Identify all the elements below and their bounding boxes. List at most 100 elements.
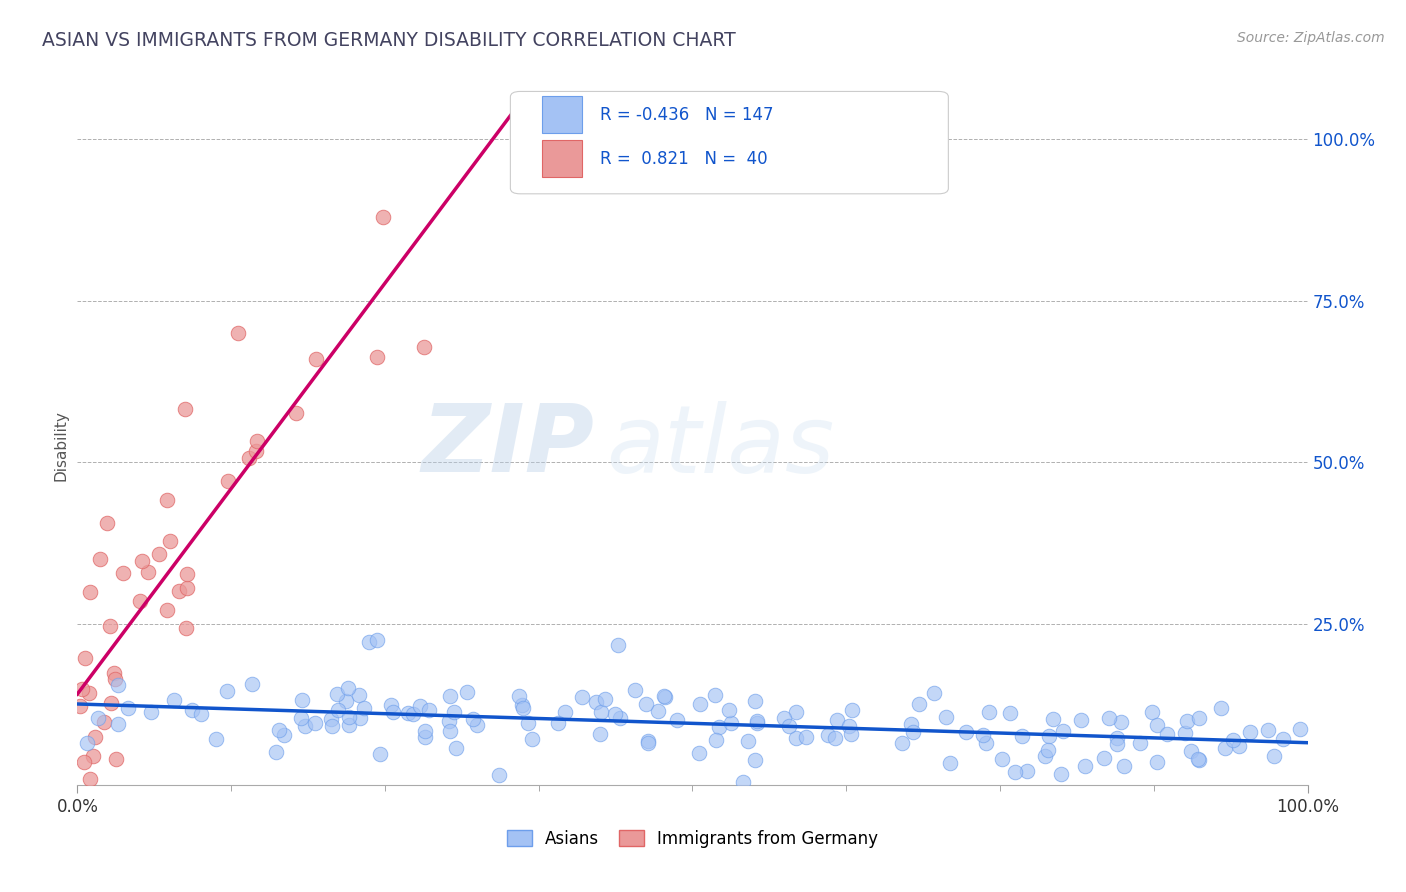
Point [1070, 713, 1092, 727]
Point [174, 621, 197, 635]
Point [1094, 751, 1116, 765]
Point [79, 772, 101, 786]
Point [1156, 727, 1178, 741]
Point [939, 756, 962, 770]
Point [413, 340, 436, 354]
Point [1271, 732, 1294, 747]
Point [337, 681, 360, 696]
Point [104, 672, 127, 686]
Point [778, 719, 800, 733]
Point [87, 711, 110, 725]
Legend: Asians, Immigrants from Germany: Asians, Immigrants from Germany [501, 823, 884, 855]
Point [1015, 764, 1038, 778]
Point [69, 699, 91, 714]
Point [357, 634, 380, 648]
Point [1209, 701, 1232, 715]
Point [554, 705, 576, 719]
Text: atlas: atlas [606, 401, 835, 491]
Point [76, 736, 98, 750]
Point [304, 716, 326, 731]
Point [720, 715, 742, 730]
Point [174, 402, 197, 417]
Point [1049, 766, 1071, 780]
Point [998, 706, 1021, 721]
Point [443, 706, 465, 720]
Point [89, 552, 111, 566]
Point [1180, 744, 1202, 758]
Point [589, 705, 612, 719]
Point [382, 705, 405, 719]
Point [1215, 740, 1237, 755]
Point [717, 703, 740, 717]
Point [217, 475, 239, 489]
FancyBboxPatch shape [510, 92, 949, 194]
Point [603, 707, 626, 722]
Point [817, 728, 839, 742]
Point [609, 711, 631, 725]
Point [977, 705, 1000, 719]
Point [326, 687, 349, 701]
Point [688, 747, 710, 761]
Point [512, 698, 534, 712]
Point [83, 730, 105, 744]
Point [111, 566, 134, 580]
Point [1129, 736, 1152, 750]
Point [824, 731, 846, 746]
Point [107, 717, 129, 731]
Point [731, 774, 754, 789]
Point [1146, 755, 1168, 769]
Point [1222, 733, 1244, 747]
Point [402, 707, 425, 722]
Point [366, 632, 388, 647]
Point [238, 450, 260, 465]
Point [1188, 753, 1211, 767]
Point [1038, 742, 1060, 756]
Point [326, 703, 349, 717]
Point [136, 565, 159, 579]
Point [1111, 714, 1133, 729]
Point [319, 713, 342, 727]
Point [1114, 758, 1136, 772]
Point [117, 700, 139, 714]
Point [838, 719, 860, 733]
Point [465, 718, 488, 732]
Point [190, 706, 212, 721]
Point [785, 731, 807, 746]
Point [463, 712, 485, 726]
Point [1239, 724, 1261, 739]
Point [1263, 748, 1285, 763]
Point [1188, 710, 1211, 724]
Point [991, 752, 1014, 766]
Point [437, 714, 460, 729]
Point [337, 710, 360, 724]
Point [637, 736, 659, 750]
Point [176, 581, 198, 595]
Point [1052, 724, 1074, 739]
Point [1257, 723, 1279, 737]
Point [689, 697, 711, 711]
Point [1107, 731, 1129, 745]
Point [745, 715, 768, 730]
Point [321, 719, 343, 733]
Point [159, 534, 181, 549]
Point [366, 351, 388, 365]
Point [571, 690, 593, 704]
Point [974, 736, 997, 750]
Point [585, 695, 607, 709]
Point [1174, 726, 1197, 740]
Point [456, 684, 478, 698]
Point [744, 753, 766, 767]
Point [841, 703, 863, 717]
Point [148, 547, 170, 561]
Point [104, 752, 127, 766]
Point [79, 585, 101, 599]
Point [337, 718, 360, 732]
Point [294, 719, 316, 733]
Point [418, 703, 440, 717]
Text: R =  0.821   N =  40: R = 0.821 N = 40 [600, 150, 768, 168]
Point [444, 740, 467, 755]
Point [972, 728, 994, 742]
Point [371, 210, 394, 224]
Point [1146, 718, 1168, 732]
Point [703, 688, 725, 702]
